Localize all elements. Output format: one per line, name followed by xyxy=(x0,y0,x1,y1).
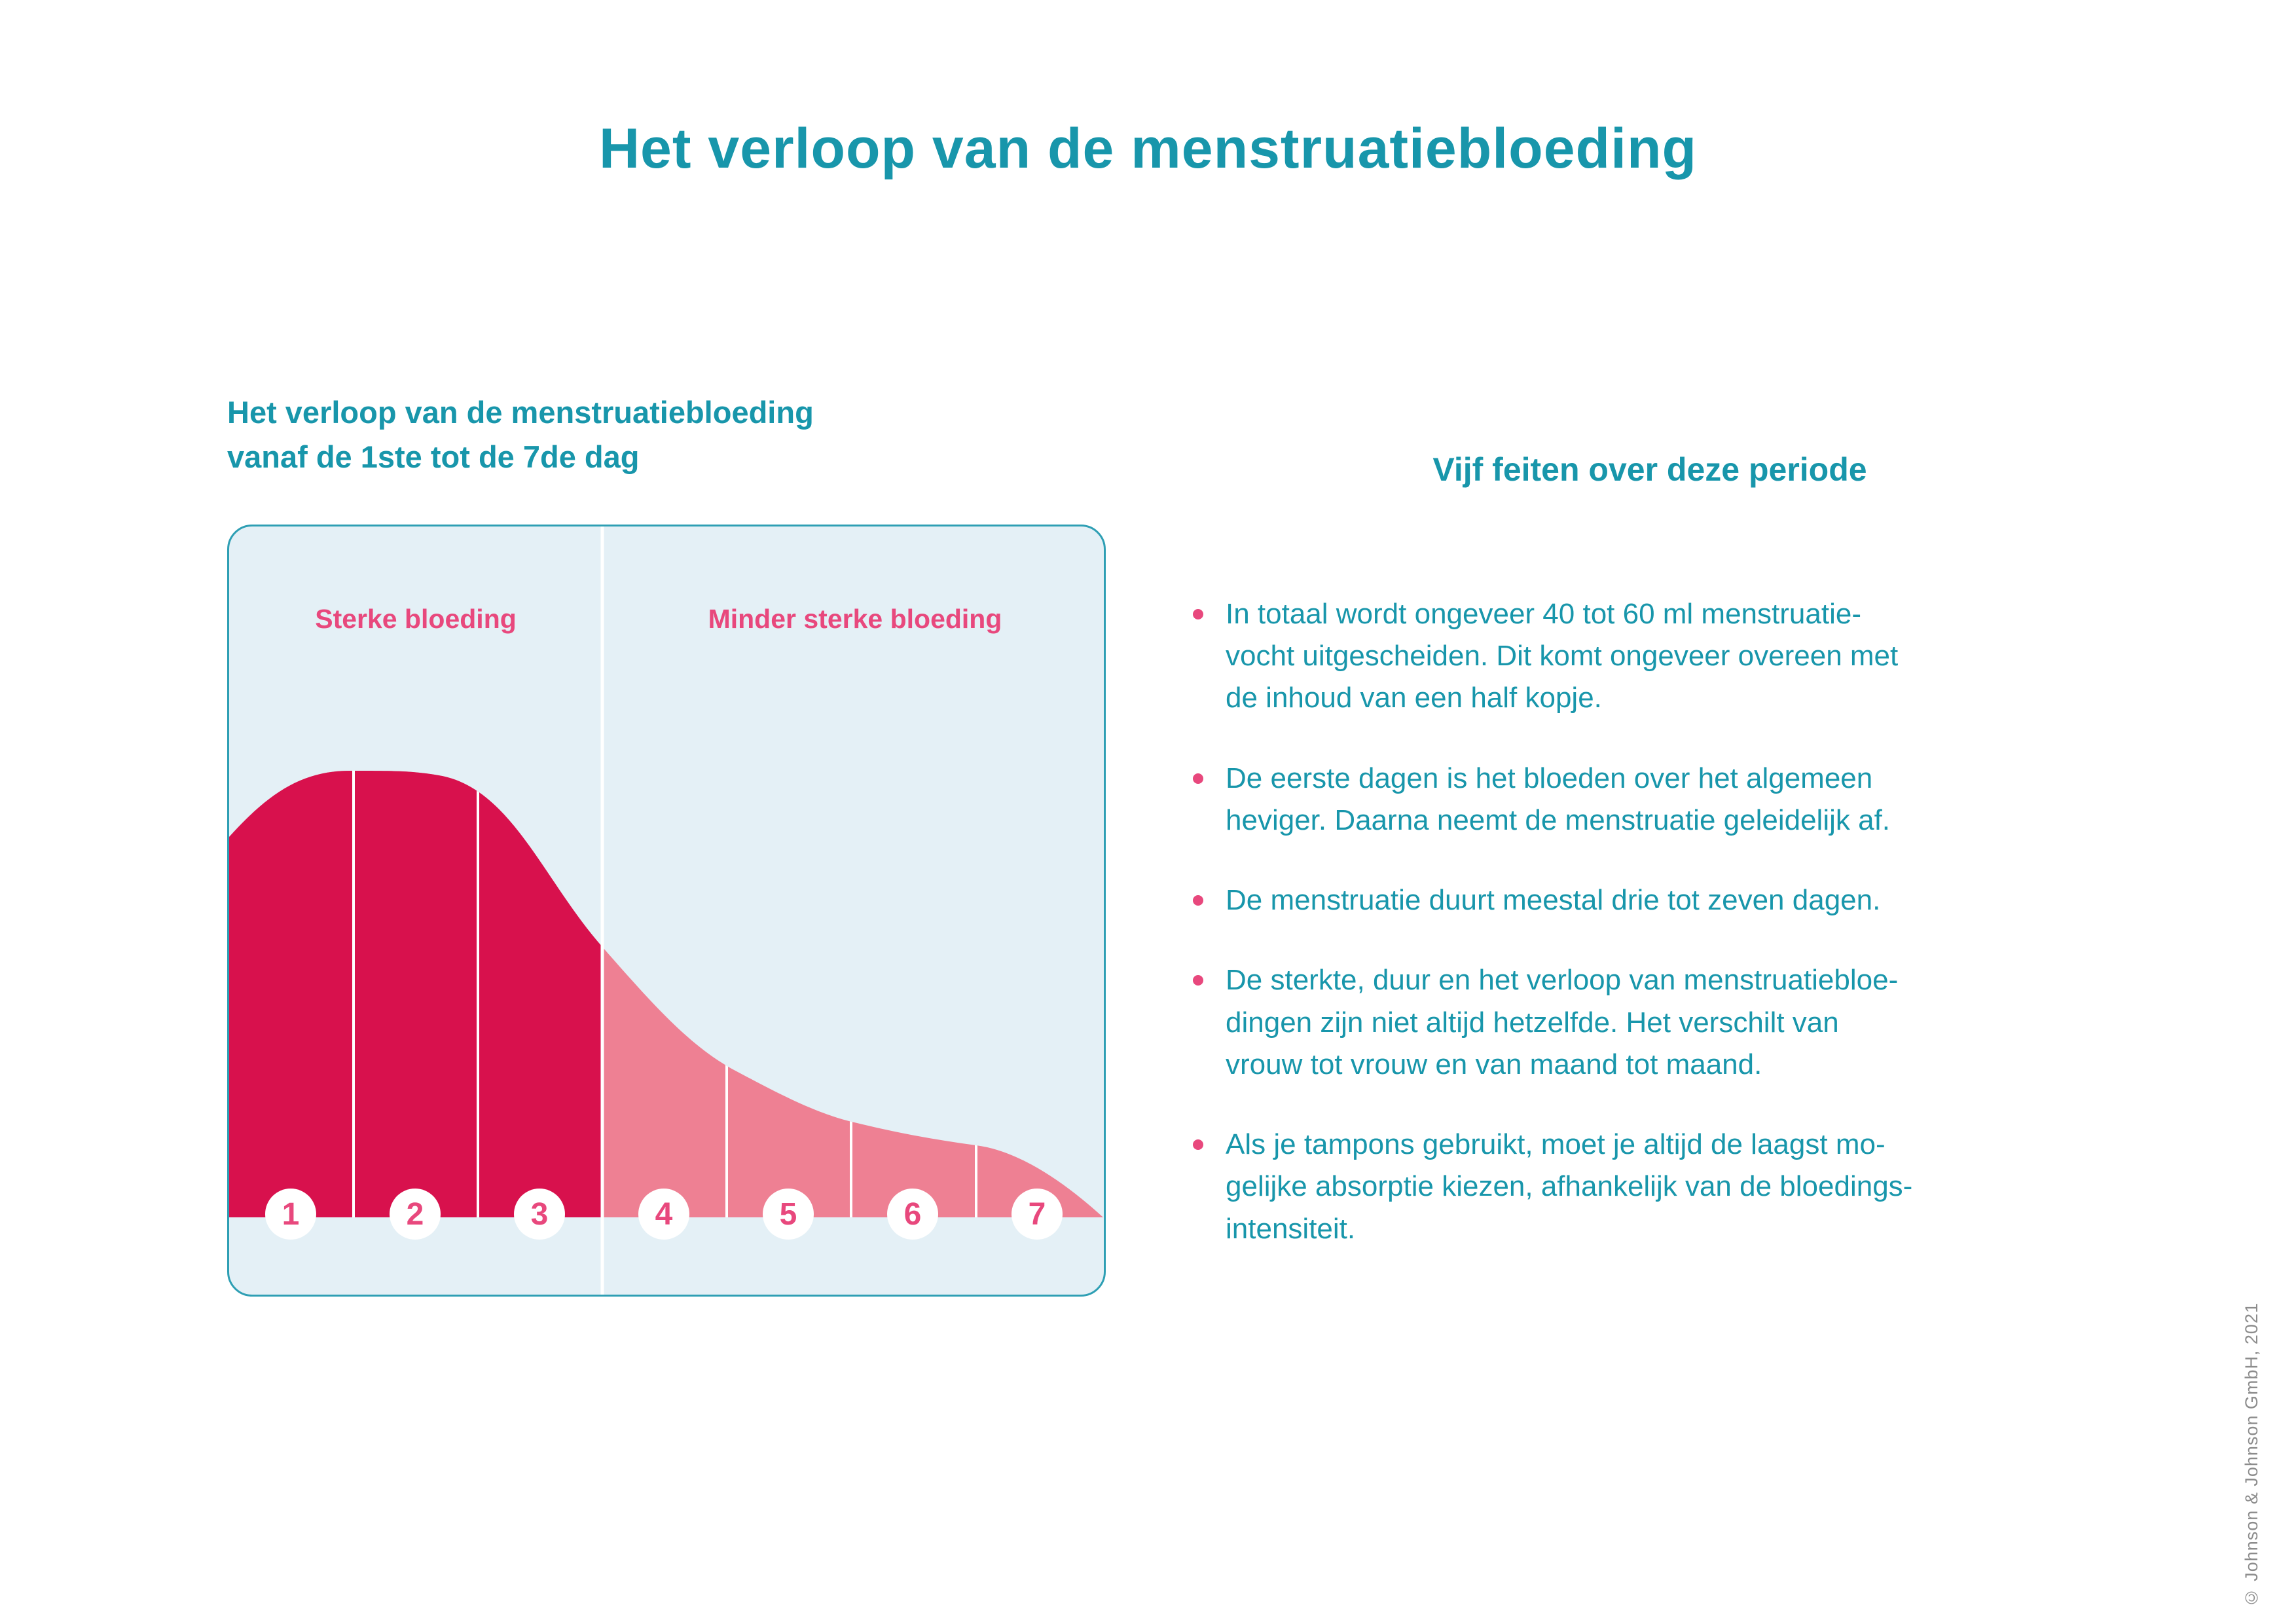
page-title: Het verloop van de menstruatiebloeding xyxy=(598,117,1698,180)
fact-item-5: Als je tampons gebruikt, moet je altijd … xyxy=(1192,1124,2213,1250)
day-4-marker: 4 xyxy=(638,1189,689,1240)
fact-item-3: De menstruatie duurt meestal drie tot ze… xyxy=(1192,879,2213,921)
day-3-marker: 3 xyxy=(514,1189,565,1240)
day-6-marker: 6 xyxy=(887,1189,938,1240)
day-2-marker: 2 xyxy=(390,1189,441,1240)
fact-item-1: In totaal wordt ongeveer 40 tot 60 ml me… xyxy=(1192,593,2213,720)
facts-list: In totaal wordt ongeveer 40 tot 60 ml me… xyxy=(1192,593,2213,1250)
facts-section: Vijf feiten over deze periode In totaal … xyxy=(1192,451,2213,1288)
copyright-notice: © Johnson & Johnson GmbH, 2021 xyxy=(2242,1302,2261,1607)
bleeding-chart-panel: Sterke bloeding Minder sterke bloeding 1… xyxy=(227,525,1106,1297)
less-bleeding-label: Minder sterke bloeding xyxy=(708,604,1002,634)
strong-bleeding-area xyxy=(229,771,604,1217)
day-7-marker: 7 xyxy=(1011,1189,1063,1240)
chart-subtitle: Het verloop van de menstruatiebloeding v… xyxy=(227,395,814,475)
facts-heading: Vijf feiten over deze periode xyxy=(1432,451,1867,488)
bleeding-curve-chart xyxy=(229,526,1103,1295)
day-1-marker: 1 xyxy=(265,1189,316,1240)
fact-item-4: De sterkte, duur en het verloop van mens… xyxy=(1192,959,2213,1086)
strong-bleeding-label: Sterke bloeding xyxy=(315,604,517,634)
day-5-marker: 5 xyxy=(763,1189,814,1240)
fact-item-2: De eerste dagen is het bloeden over het … xyxy=(1192,758,2213,841)
